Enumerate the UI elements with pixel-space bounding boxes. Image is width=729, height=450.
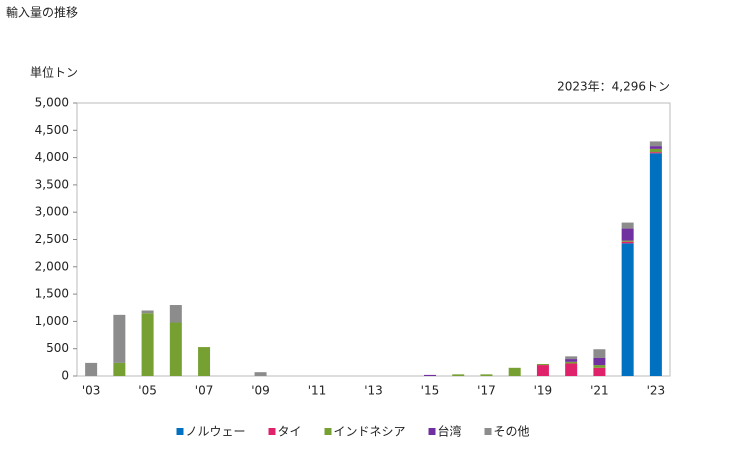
legend-swatch — [324, 428, 332, 435]
legend-label: 台湾 — [438, 424, 462, 439]
bar-segment — [565, 356, 578, 360]
bar-segment — [452, 374, 465, 376]
x-tick-label: '21 — [590, 384, 609, 398]
bar-segment — [593, 365, 606, 368]
bar-segment — [565, 363, 578, 376]
y-tick-label: 1,000 — [35, 314, 69, 328]
bar-segment — [621, 222, 634, 229]
y-tick-label: 5,000 — [35, 96, 69, 110]
bar-segment — [565, 361, 578, 364]
bar-segment — [198, 347, 211, 376]
y-tick-label: 4,500 — [35, 123, 69, 137]
legend-swatch — [484, 428, 492, 435]
legend-label: ノルウェー — [186, 425, 246, 439]
bar-segment — [141, 313, 154, 376]
legend-label: タイ — [278, 425, 302, 439]
x-tick-label: '11 — [308, 384, 327, 398]
bar-segment — [593, 357, 606, 366]
bar-segment — [621, 241, 634, 244]
bar-segment — [536, 363, 549, 366]
bar-segment — [593, 349, 606, 358]
bar-segment — [113, 314, 126, 363]
x-tick-label: '13 — [364, 384, 383, 398]
bar-segment — [141, 310, 154, 314]
legend-label: インドネシア — [334, 425, 406, 439]
bar-segment — [649, 141, 662, 147]
x-tick-label: '23 — [647, 384, 666, 398]
legend-swatch — [268, 428, 276, 435]
x-tick-label: '05 — [138, 384, 157, 398]
bar-segment — [169, 322, 182, 376]
y-tick-label: 2,000 — [35, 259, 69, 273]
y-tick-label: 500 — [46, 341, 69, 355]
y-tick-label: 3,000 — [35, 205, 69, 219]
x-tick-label: '09 — [251, 384, 270, 398]
x-tick-label: '03 — [82, 384, 101, 398]
legend-label: その他 — [494, 425, 530, 439]
bar-segment — [621, 240, 634, 242]
x-tick-label: '07 — [195, 384, 214, 398]
bar-segment — [254, 372, 267, 376]
y-unit-label: 単位トン — [30, 65, 78, 80]
bar-segment — [536, 365, 549, 376]
bar-segment — [649, 153, 662, 376]
bar-segment — [649, 146, 662, 149]
bar-segment — [621, 228, 634, 241]
y-tick-label: 2,500 — [35, 232, 69, 246]
y-tick-label: 3,500 — [35, 177, 69, 191]
bar-segment — [649, 152, 662, 154]
bar-segment — [565, 359, 578, 362]
legend-swatch — [428, 428, 436, 435]
bar-segment — [508, 367, 521, 376]
y-tick-label: 0 — [61, 369, 69, 383]
bar-segment — [423, 374, 436, 376]
legend-swatch — [176, 428, 184, 435]
x-tick-label: '17 — [477, 384, 496, 398]
chart-title: 輸入量の推移 — [6, 5, 78, 20]
bar-segment — [113, 362, 126, 376]
x-tick-label: '19 — [534, 384, 553, 398]
bar-segment — [649, 148, 662, 153]
bar-segment — [480, 374, 493, 376]
x-tick-label: '15 — [421, 384, 440, 398]
y-tick-label: 1,500 — [35, 287, 69, 301]
bar-segment — [621, 243, 634, 376]
bar-segment — [593, 367, 606, 376]
plot-frame — [76, 102, 671, 377]
bar-segment — [169, 305, 182, 323]
y-tick-label: 4,000 — [35, 150, 69, 164]
bar-segment — [85, 362, 98, 376]
annotation: 2023年：4,296トン — [557, 80, 670, 94]
